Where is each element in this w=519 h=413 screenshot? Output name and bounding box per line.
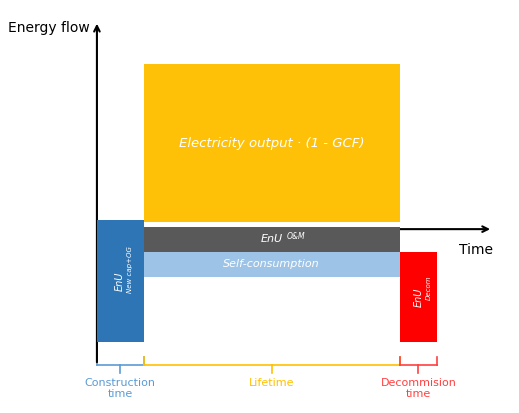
Text: Electricity output · (1 - GCF): Electricity output · (1 - GCF) bbox=[179, 137, 364, 150]
Text: O&M: O&M bbox=[286, 232, 305, 241]
Text: Self-consumption: Self-consumption bbox=[223, 259, 320, 269]
FancyBboxPatch shape bbox=[97, 220, 144, 342]
Text: Construction
time: Construction time bbox=[85, 377, 156, 399]
Text: Time: Time bbox=[459, 243, 493, 257]
Text: Energy flow: Energy flow bbox=[8, 21, 90, 35]
FancyBboxPatch shape bbox=[144, 252, 400, 277]
FancyBboxPatch shape bbox=[144, 227, 400, 252]
Text: EnU: EnU bbox=[115, 271, 125, 291]
Text: Decom: Decom bbox=[426, 275, 432, 300]
FancyBboxPatch shape bbox=[144, 64, 400, 222]
Text: New cap+OG: New cap+OG bbox=[128, 247, 133, 293]
FancyBboxPatch shape bbox=[400, 252, 437, 342]
Text: EnU: EnU bbox=[261, 234, 283, 244]
Text: EnU: EnU bbox=[414, 287, 424, 307]
Text: Lifetime: Lifetime bbox=[249, 377, 294, 388]
Text: Decommision
time: Decommision time bbox=[380, 377, 456, 399]
